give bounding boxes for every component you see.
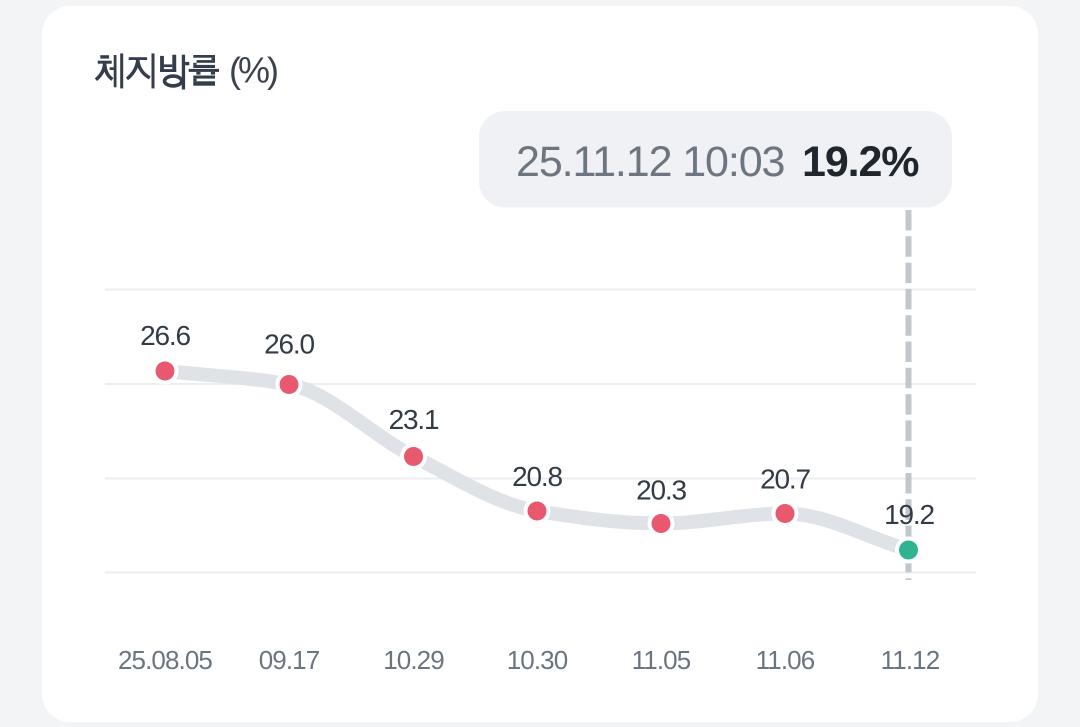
svg-text:11.05: 11.05: [632, 645, 691, 675]
svg-text:26.6: 26.6: [140, 320, 190, 351]
svg-text:11.12: 11.12: [881, 645, 940, 675]
svg-text:20.7: 20.7: [760, 464, 810, 495]
svg-text:25.11.12 10:03: 25.11.12 10:03: [516, 138, 785, 186]
svg-text:10.29: 10.29: [383, 645, 444, 675]
svg-text:(%): (%): [229, 50, 277, 91]
svg-text:10.30: 10.30: [507, 645, 568, 675]
svg-text:20.3: 20.3: [636, 475, 686, 506]
svg-text:23.1: 23.1: [389, 404, 439, 435]
svg-text:20.8: 20.8: [512, 461, 562, 492]
svg-text:26.0: 26.0: [264, 329, 314, 360]
svg-text:19.2%: 19.2%: [802, 138, 919, 186]
svg-text:09.17: 09.17: [259, 645, 320, 675]
svg-text:25.08.05: 25.08.05: [118, 645, 212, 675]
svg-text:11.06: 11.06: [756, 645, 815, 675]
svg-text:19.2: 19.2: [884, 499, 934, 530]
